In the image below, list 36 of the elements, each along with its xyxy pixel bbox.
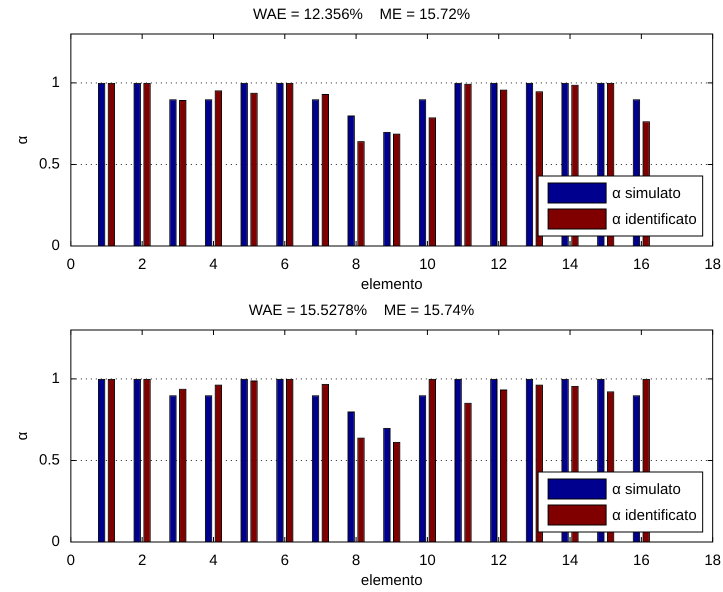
x-tick-label: 2 — [138, 256, 146, 274]
x-tick-label: 16 — [633, 256, 650, 274]
y-axis-title: α — [14, 135, 32, 144]
x-tick-label: 4 — [209, 552, 218, 570]
x-axis-title: elemento — [360, 572, 423, 590]
x-tick-label: 10 — [419, 256, 436, 274]
y-tick-label: 0.5 — [38, 156, 60, 173]
x-tick-label: 8 — [352, 256, 360, 274]
x-axis-title: elemento — [360, 276, 423, 294]
x-tick-label: 0 — [66, 256, 76, 274]
legend-label: α identificato — [612, 211, 697, 228]
chart-title: WAE = 15.5278% ME = 15.74% — [248, 302, 474, 320]
x-tick-label: 6 — [280, 256, 289, 274]
x-tick-label: 8 — [352, 552, 360, 570]
x-tick-label: 4 — [209, 256, 218, 274]
x-tick-label: 14 — [562, 552, 578, 570]
legend-label: α simulato — [612, 481, 681, 498]
y-tick-label: 0 — [52, 237, 60, 254]
y-axis-title: α — [14, 431, 32, 440]
x-tick-label: 6 — [280, 552, 289, 570]
x-tick-label: 12 — [490, 256, 508, 274]
x-tick-label: 0 — [66, 552, 76, 570]
x-tick-label: 10 — [419, 552, 436, 570]
x-tick-label: 14 — [562, 256, 578, 274]
y-tick-label: 1 — [52, 74, 60, 92]
legend-label: α identificato — [612, 507, 697, 524]
x-tick-label: 18 — [704, 552, 721, 570]
x-tick-label: 16 — [633, 552, 650, 570]
chart-title: WAE = 12.356% ME = 15.72% — [252, 6, 470, 24]
y-tick-label: 1 — [52, 370, 60, 388]
x-tick-label: 18 — [704, 256, 721, 274]
x-tick-label: 12 — [490, 552, 508, 570]
y-tick-label: 0.5 — [38, 452, 60, 469]
y-tick-label: 0 — [52, 533, 60, 550]
legend-label: α simulato — [612, 185, 681, 202]
x-tick-label: 2 — [138, 552, 146, 570]
